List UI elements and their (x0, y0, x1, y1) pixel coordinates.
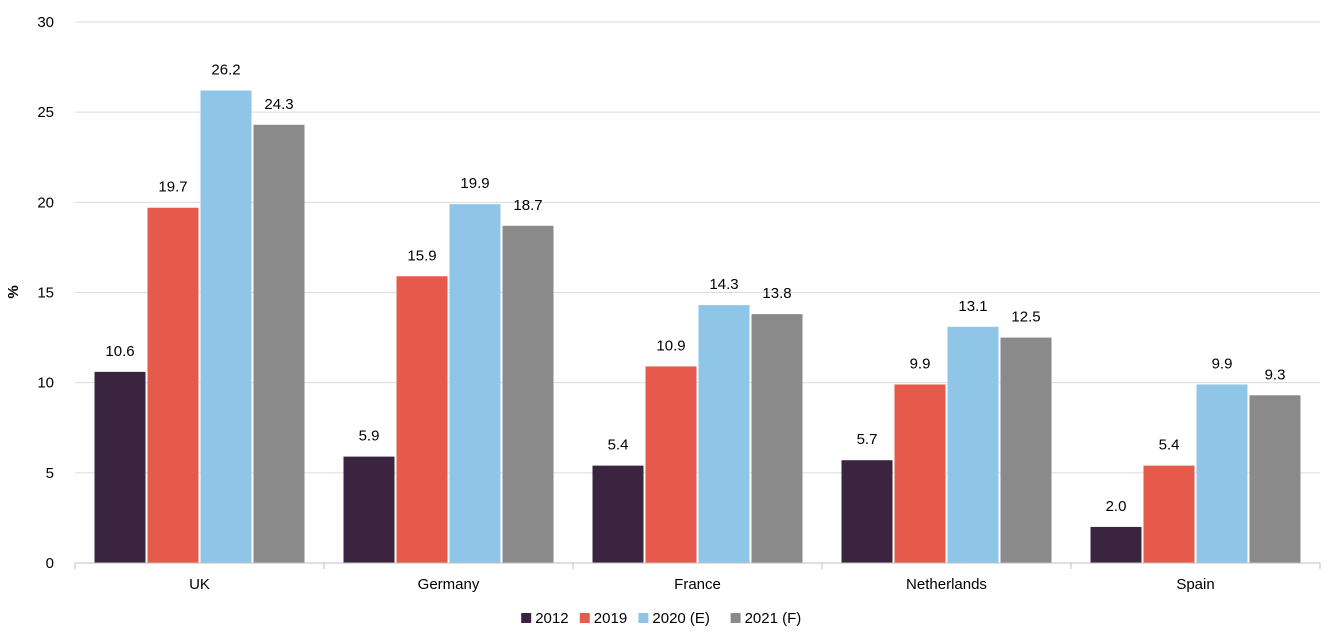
data-label: 9.3 (1265, 366, 1286, 383)
y-tick-label: 10 (37, 375, 54, 392)
bar-france-0 (592, 465, 644, 563)
bar-germany-2 (449, 204, 501, 564)
x-tick-label: Netherlands (906, 576, 987, 593)
data-labels: 10.6 19.7 26.2 24.3 5.9 15.9 19.9 18.7 5.4 10.9 14… (105, 62, 1285, 515)
bar-germany-1 (396, 276, 448, 563)
legend-swatch (521, 613, 532, 623)
y-axis-title: % (5, 285, 22, 298)
bars (94, 90, 1301, 564)
data-label: 10.6 (105, 343, 134, 360)
data-label: 5.7 (857, 431, 878, 448)
data-label: 14.3 (709, 276, 738, 293)
data-label: 24.3 (264, 96, 293, 113)
bar-uk-0 (94, 371, 146, 563)
data-label: 5.9 (359, 428, 380, 445)
bar-france-1 (645, 366, 697, 563)
legend-label: 2012 (535, 610, 568, 627)
data-label: 13.1 (958, 298, 987, 315)
data-label: 12.5 (1011, 309, 1040, 326)
bar-germany-3 (502, 225, 554, 563)
data-label: 26.2 (211, 62, 240, 79)
y-tick-label: 5 (46, 465, 54, 482)
data-label: 13.8 (762, 285, 791, 302)
bar-france-3 (751, 314, 803, 563)
legend-swatch (638, 613, 649, 623)
legend-label: 2020 (E) (652, 610, 710, 627)
data-label: 19.7 (158, 179, 187, 196)
y-axis-ticks: 0 5 10 15 20 25 30 (37, 14, 54, 572)
bar-uk-1 (147, 207, 199, 563)
legend: 2012 2019 2020 (E) 2021 (F) (521, 610, 801, 627)
bar-spain-2 (1196, 384, 1248, 563)
legend-swatch (730, 613, 741, 623)
data-label: 2.0 (1106, 498, 1127, 515)
x-tick-label: Germany (418, 576, 480, 593)
x-tick-label: France (674, 576, 721, 593)
y-tick-label: 20 (37, 194, 54, 211)
bar-spain-1 (1143, 465, 1195, 563)
data-label: 5.4 (1159, 437, 1180, 454)
x-tick-label: UK (189, 576, 210, 593)
bar-netherlands-3 (1000, 337, 1052, 563)
bar-spain-0 (1090, 526, 1142, 563)
x-tick-label: Spain (1176, 576, 1214, 593)
bar-france-2 (698, 305, 750, 563)
data-label: 9.9 (910, 355, 931, 372)
x-axis: UK Germany France Netherlands Spain (74, 562, 1321, 593)
bar-germany-0 (343, 456, 395, 563)
bar-uk-3 (253, 124, 305, 563)
bar-spain-3 (1249, 395, 1301, 563)
legend-swatch (579, 613, 590, 623)
data-label: 19.9 (460, 175, 489, 192)
bar-netherlands-1 (894, 384, 946, 563)
y-tick-label: 30 (37, 14, 54, 31)
data-label: 5.4 (608, 437, 629, 454)
data-label: 9.9 (1212, 355, 1233, 372)
y-tick-label: 0 (46, 555, 54, 572)
y-tick-label: 25 (37, 104, 54, 121)
y-tick-label: 15 (37, 285, 54, 302)
legend-label: 2019 (594, 610, 627, 627)
data-label: 18.7 (513, 197, 542, 214)
bar-netherlands-0 (841, 460, 893, 563)
legend-label: 2021 (F) (745, 610, 802, 627)
data-label: 15.9 (407, 247, 436, 264)
data-label: 10.9 (656, 337, 685, 354)
bar-uk-2 (200, 90, 252, 563)
bar-netherlands-2 (947, 326, 999, 563)
